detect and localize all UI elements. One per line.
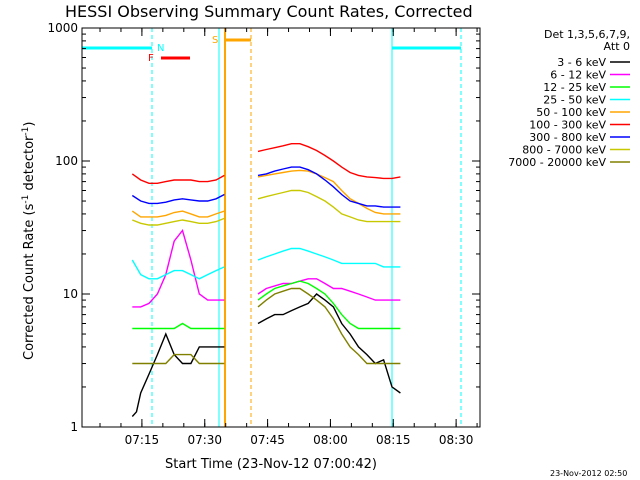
series-line-7 bbox=[132, 217, 225, 226]
series-line-0 bbox=[257, 293, 401, 394]
x-tick-label: 08:15 bbox=[376, 433, 411, 447]
series-line-6 bbox=[257, 166, 401, 208]
series-line-1 bbox=[257, 278, 401, 301]
series-line-5 bbox=[131, 173, 225, 185]
x-tick-label: 08:30 bbox=[439, 433, 474, 447]
legend-label: 12 - 25 keV bbox=[543, 81, 606, 94]
x-tick-label: 07:45 bbox=[250, 433, 285, 447]
chart-title: HESSI Observing Summary Count Rates, Cor… bbox=[65, 2, 473, 21]
legend-label: 25 - 50 keV bbox=[543, 94, 606, 107]
series-line-2 bbox=[257, 280, 401, 330]
series-line-3 bbox=[257, 247, 401, 268]
series-line-5 bbox=[257, 142, 401, 180]
observing-bands: NF S bbox=[82, 28, 462, 427]
series-line-6 bbox=[131, 193, 225, 205]
legend-label: 100 - 300 keV bbox=[529, 119, 606, 132]
series-line-7 bbox=[257, 189, 401, 223]
y-tick-label: 100 bbox=[55, 154, 78, 168]
series-layer bbox=[131, 142, 401, 417]
x-tick-label: 07:15 bbox=[125, 433, 160, 447]
series-line-4 bbox=[257, 169, 401, 215]
legend-label: 3 - 6 keV bbox=[557, 56, 606, 69]
legend-header: Det 1,3,5,6,7,9, bbox=[544, 28, 630, 41]
legend-label: 7000 - 20000 keV bbox=[508, 156, 606, 169]
annotation-s: S bbox=[212, 35, 218, 46]
y-tick-label: 10 bbox=[63, 287, 78, 301]
series-line-0 bbox=[131, 332, 225, 417]
y-tick-label: 1 bbox=[70, 420, 78, 434]
axes: 07:15 07:30 07:45 08:00 08:15 08:30 1 10 100 1000 bbox=[47, 21, 480, 447]
legend-label: 50 - 100 keV bbox=[536, 106, 606, 119]
timestamp: 23-Nov-2012 02:50 bbox=[550, 469, 627, 478]
series-line-8 bbox=[132, 353, 225, 365]
x-tick-label: 07:30 bbox=[187, 433, 222, 447]
annotation-f: F bbox=[148, 53, 154, 64]
legend-label: 6 - 12 keV bbox=[550, 69, 606, 82]
x-axis-label: Start Time (23-Nov-12 07:00:42) bbox=[165, 457, 377, 472]
plot-frame bbox=[81, 27, 481, 428]
legend-label: 300 - 800 keV bbox=[529, 131, 606, 144]
legend-label: 800 - 7000 keV bbox=[522, 144, 606, 157]
series-line-4 bbox=[131, 210, 225, 218]
series-line-1 bbox=[132, 228, 225, 308]
series-line-3 bbox=[131, 259, 225, 280]
legend-header: Att 0 bbox=[604, 40, 630, 53]
annotation-n: N bbox=[157, 43, 164, 54]
series-line-2 bbox=[132, 322, 225, 330]
x-tick-label: 08:00 bbox=[313, 433, 348, 447]
y-tick-label: 1000 bbox=[47, 21, 78, 35]
series-line-8 bbox=[257, 287, 401, 365]
y-axis-label: Corrected Count Rate (s-1 detector-1) bbox=[21, 122, 37, 360]
